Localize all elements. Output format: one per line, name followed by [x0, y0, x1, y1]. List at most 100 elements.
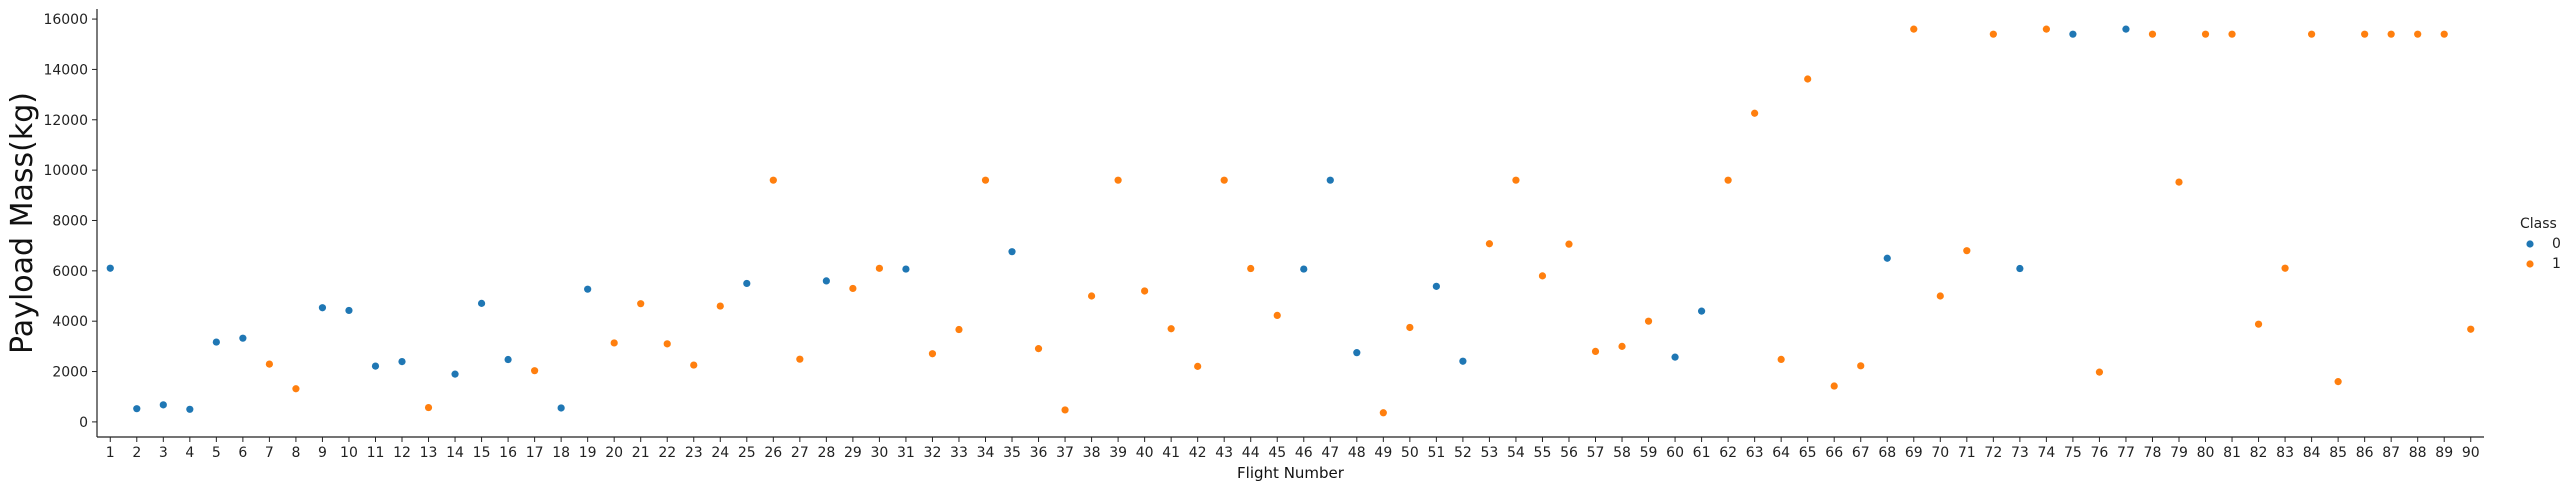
- x-tick-label: 30: [870, 445, 888, 461]
- data-point-class-0: [1883, 254, 1891, 262]
- data-point-class-0: [1697, 307, 1706, 315]
- x-tick-label: 74: [2037, 445, 2055, 461]
- x-tick-label: 84: [2303, 445, 2321, 461]
- x-tick-label: 42: [1189, 445, 1207, 461]
- x-tick-label: 57: [1587, 445, 1605, 461]
- data-point-class-0: [1459, 357, 1467, 365]
- x-tick-label: 80: [2197, 445, 2215, 461]
- x-tick-label: 61: [1693, 445, 1711, 461]
- x-tick-label: 34: [977, 445, 995, 461]
- data-point-class-0: [743, 279, 751, 288]
- x-tick-label: 77: [2117, 445, 2135, 461]
- x-tick-label: 55: [1534, 445, 1552, 461]
- x-tick-label: 18: [552, 445, 570, 461]
- x-tick-label: 3: [159, 445, 168, 461]
- x-tick-label: 26: [764, 445, 782, 461]
- data-point-class-0: [1671, 353, 1679, 361]
- data-point-class-1: [1724, 176, 1732, 184]
- x-tick-label: 44: [1242, 445, 1260, 461]
- data-point-class-0: [1353, 349, 1361, 357]
- x-tick-label: 15: [473, 445, 491, 461]
- data-point-class-1: [2467, 325, 2475, 333]
- x-tick-label: 81: [2223, 445, 2241, 461]
- data-point-class-1: [1273, 311, 1281, 319]
- data-point-class-0: [1326, 176, 1334, 184]
- data-point-class-1: [265, 360, 273, 368]
- data-point-class-1: [2414, 30, 2422, 38]
- x-tick-label: 12: [393, 445, 411, 461]
- axes: [96, 9, 2484, 438]
- x-tick-label: 27: [791, 445, 809, 461]
- data-point-class-1: [1141, 287, 1149, 295]
- data-point-class-0: [822, 277, 830, 285]
- data-point-class-1: [1591, 347, 1600, 355]
- data-point-class-1: [2228, 30, 2236, 38]
- x-tick-label: 46: [1295, 445, 1313, 461]
- data-point-class-0: [239, 334, 247, 342]
- data-point-class-0: [2016, 264, 2024, 273]
- y-tick-label: 14000: [43, 62, 88, 78]
- data-point-class-1: [2308, 30, 2316, 38]
- x-tick-label: 9: [318, 445, 327, 461]
- x-tick-label: 50: [1401, 445, 1419, 461]
- y-tick-label: 2000: [52, 365, 88, 381]
- data-point-class-1: [1034, 345, 1043, 353]
- x-tick-label: 1: [106, 445, 115, 461]
- y-tick-label: 10000: [43, 163, 88, 179]
- x-tick-label: 58: [1613, 445, 1631, 461]
- x-tick-label: 56: [1560, 445, 1578, 461]
- x-tick-label: 48: [1348, 445, 1366, 461]
- data-point-class-1: [2361, 30, 2369, 38]
- data-point-class-1: [981, 176, 990, 184]
- x-tick-label: 7: [265, 445, 274, 461]
- data-point-class-1: [769, 176, 777, 184]
- data-point-class-1: [2440, 30, 2448, 38]
- x-tick-label: 13: [420, 445, 438, 461]
- x-tick-label: 32: [924, 445, 942, 461]
- x-tick-label: 83: [2276, 445, 2294, 461]
- x-tick-label: 90: [2462, 445, 2480, 461]
- data-point-class-0: [477, 299, 486, 307]
- x-tick-label: 59: [1640, 445, 1658, 461]
- legend-marker-class-1: [2526, 260, 2534, 268]
- x-tick-label: 64: [1772, 445, 1790, 461]
- data-point-class-0: [1432, 282, 1440, 290]
- data-point-class-1: [1220, 176, 1228, 184]
- x-tick-label: 21: [632, 445, 650, 461]
- x-tick-label: 22: [658, 445, 676, 461]
- x-tick-label: 23: [685, 445, 703, 461]
- x-tick-label: 85: [2329, 445, 2347, 461]
- data-point-class-1: [2201, 30, 2210, 38]
- data-point-class-1: [955, 325, 963, 334]
- data-point-class-1: [2254, 320, 2263, 328]
- x-tick-label: 29: [844, 445, 862, 461]
- x-tick-label: 69: [1905, 445, 1923, 461]
- x-tick-label: 19: [579, 445, 597, 461]
- x-tick-label: 10: [340, 445, 358, 461]
- data-point-class-1: [1936, 292, 1944, 300]
- data-point-class-0: [902, 265, 910, 273]
- x-tick-label: 87: [2382, 445, 2400, 461]
- x-tick-label: 49: [1374, 445, 1392, 461]
- x-tick-label: 89: [2435, 445, 2453, 461]
- x-tick-label: 73: [2011, 445, 2029, 461]
- x-tick-label: 39: [1109, 445, 1127, 461]
- data-point-class-1: [1087, 292, 1096, 300]
- x-tick-label: 35: [1003, 445, 1021, 461]
- x-tick-label: 63: [1746, 445, 1764, 461]
- data-point-class-1: [849, 284, 857, 293]
- x-tick-label: 11: [367, 445, 385, 461]
- data-point-class-1: [716, 302, 724, 310]
- x-tick-label: 45: [1268, 445, 1286, 461]
- data-point-class-1: [2281, 264, 2289, 272]
- data-point-class-0: [2122, 25, 2130, 33]
- data-point-class-1: [531, 367, 539, 375]
- data-points: [106, 25, 2475, 417]
- data-point-class-1: [1830, 382, 1838, 390]
- x-tick-label: 75: [2064, 445, 2082, 461]
- data-point-class-1: [1061, 406, 1069, 414]
- data-point-class-1: [1963, 247, 1971, 255]
- data-point-class-0: [159, 401, 167, 409]
- data-point-class-1: [1777, 355, 1785, 364]
